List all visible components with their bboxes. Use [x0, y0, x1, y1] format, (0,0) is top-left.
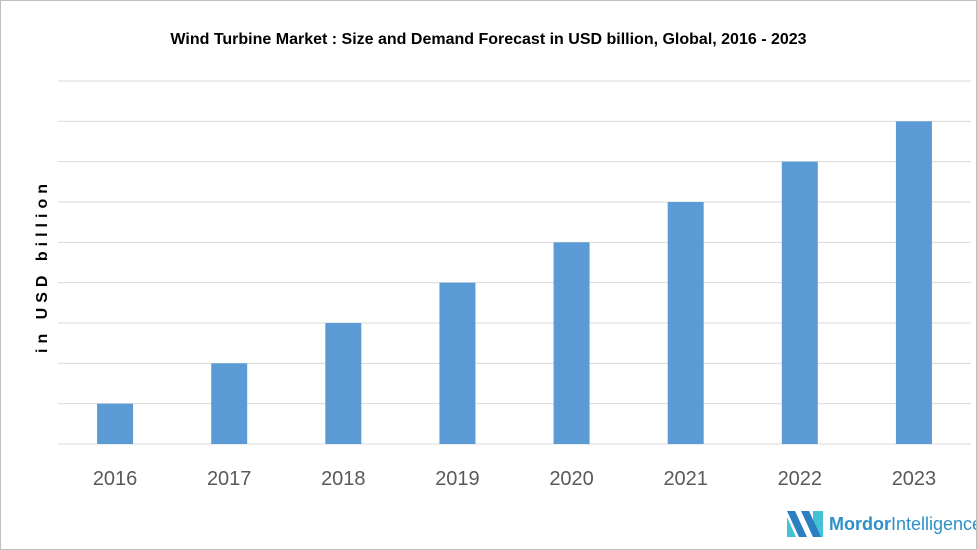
x-tick-label: 2019: [435, 468, 480, 490]
bar-2020: [553, 242, 590, 444]
mordor-intelligence-logo: MordorIntelligence: [787, 511, 977, 537]
logo-text: MordorIntelligence: [829, 513, 977, 534]
bar-2019: [439, 282, 476, 444]
x-tick-label: 2016: [93, 468, 138, 490]
bar-2022: [781, 161, 818, 444]
x-tick-label: 2020: [549, 468, 594, 490]
x-tick-label: 2023: [892, 468, 937, 490]
logo-mark-icon: [787, 511, 823, 537]
x-tick-label: 2021: [663, 468, 708, 490]
x-tick-label: 2018: [321, 468, 366, 490]
bar-2021: [667, 202, 704, 444]
bar-2018: [325, 323, 362, 444]
chart-title: Wind Turbine Market : Size and Demand Fo…: [170, 31, 807, 48]
bar-2016: [97, 403, 134, 444]
bar-2023: [895, 121, 932, 444]
bar-2017: [211, 363, 248, 444]
x-tick-label: 2022: [778, 468, 823, 490]
x-tick-label: 2017: [207, 468, 252, 490]
